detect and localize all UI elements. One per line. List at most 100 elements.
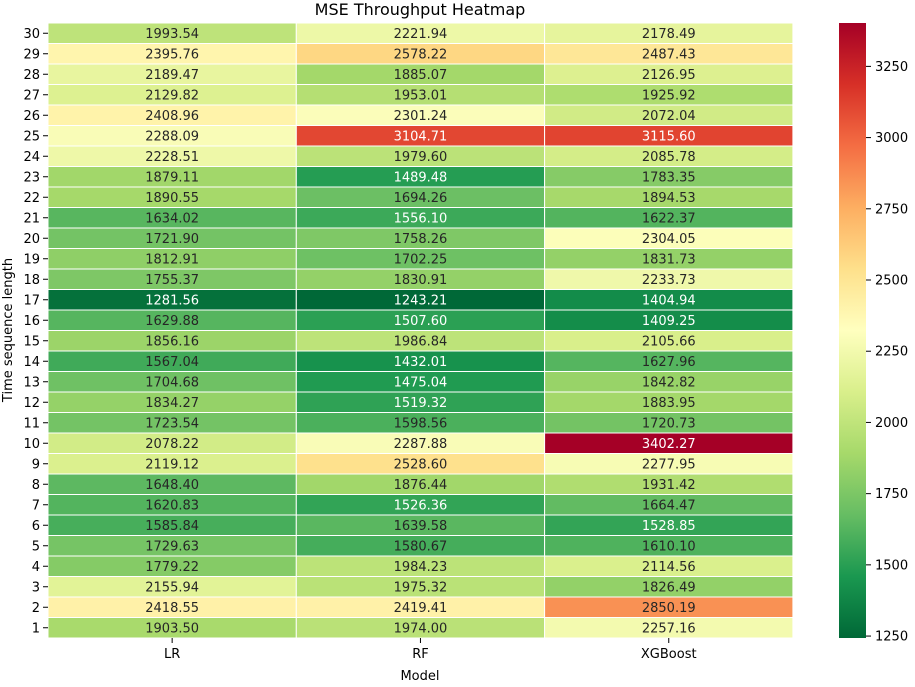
cell-value-label: 1629.88 — [145, 314, 199, 329]
y-tick-label: 13 — [23, 375, 40, 390]
cell-value-label: 1627.96 — [642, 355, 696, 370]
cell-value-label: 2155.94 — [145, 580, 199, 595]
cell-value-label: 1883.95 — [642, 396, 696, 411]
x-tick-label: LR — [164, 647, 180, 662]
cell-value-label: 1830.91 — [394, 273, 448, 288]
y-tick-label: 27 — [23, 88, 40, 103]
y-tick-label: 15 — [23, 334, 40, 349]
cell-value-label: 2189.47 — [145, 68, 199, 83]
cell-value-label: 2301.24 — [394, 109, 448, 124]
cell-value-label: 2418.55 — [145, 601, 199, 616]
cell-value-label: 1409.25 — [642, 314, 696, 329]
cell-value-label: 1856.16 — [145, 334, 199, 349]
cell-value-label: 1931.42 — [642, 478, 696, 493]
cell-value-label: 1779.22 — [145, 560, 199, 575]
cell-value-label: 2304.05 — [642, 232, 696, 247]
y-tick-label: 7 — [32, 498, 40, 513]
cell-value-label: 1755.37 — [145, 273, 199, 288]
cell-value-label: 1528.85 — [642, 519, 696, 534]
cell-value-label: 2221.94 — [394, 27, 448, 42]
cell-value-label: 2277.95 — [642, 457, 696, 472]
y-tick-label: 6 — [32, 519, 40, 534]
cell-value-label: 1979.60 — [394, 150, 448, 165]
cell-value-label: 2487.43 — [642, 47, 696, 62]
colorbar-ticks: 1250 1500 1750 2000 2250 2500 2750 3000 3250 — [866, 60, 908, 645]
cell-value-label: 3115.60 — [642, 129, 696, 144]
cell-value-label: 2408.96 — [145, 109, 199, 124]
cell-value-label: 1826.49 — [642, 580, 696, 595]
cell-value-label: 1281.56 — [145, 293, 199, 308]
cell-value-label: 1432.01 — [394, 355, 448, 370]
y-tick-label: 29 — [23, 47, 40, 62]
cell-value-label: 1567.04 — [145, 355, 199, 370]
y-tick-label: 11 — [23, 416, 40, 431]
y-tick-label: 3 — [32, 580, 40, 595]
cell-value-label: 2072.04 — [642, 109, 696, 124]
colorbar-tick-label: 1500 — [875, 558, 908, 573]
colorbar-tick-label: 3000 — [875, 131, 908, 146]
cell-value-label: 2119.12 — [145, 457, 199, 472]
cell-value-label: 1526.36 — [394, 498, 448, 513]
cell-value-label: 1720.73 — [642, 416, 696, 431]
cell-value-label: 1953.01 — [394, 88, 448, 103]
y-tick-label: 28 — [23, 68, 40, 83]
colorbar-tick-label: 2750 — [875, 202, 908, 217]
cell-value-label: 1974.00 — [394, 621, 448, 636]
cell-value-label: 1723.54 — [145, 416, 199, 431]
x-tick-label: RF — [412, 647, 429, 662]
cell-value-label: 1894.53 — [642, 191, 696, 206]
colorbar-tick-label: 2500 — [875, 274, 908, 289]
heatmap-cells — [47, 22, 794, 639]
cell-value-label: 1876.44 — [394, 478, 448, 493]
colorbar-tick-label: 2000 — [875, 416, 908, 431]
y-tick-label: 23 — [23, 170, 40, 185]
cell-value-label: 1634.02 — [145, 211, 199, 226]
cell-value-label: 2085.78 — [642, 150, 696, 165]
cell-value-label: 1598.56 — [394, 416, 448, 431]
cell-value-label: 2228.51 — [145, 150, 199, 165]
y-tick-label: 5 — [32, 539, 40, 554]
y-tick-label: 22 — [23, 191, 40, 206]
colorbar — [839, 23, 866, 638]
cell-value-label: 1694.26 — [394, 191, 448, 206]
y-tick-label: 4 — [32, 560, 40, 575]
cell-value-label: 1639.58 — [394, 519, 448, 534]
cell-value-label: 1885.07 — [394, 68, 448, 83]
chart-title: MSE Throughput Heatmap — [315, 0, 526, 19]
cell-value-label: 3104.71 — [394, 129, 448, 144]
cell-value-label: 1620.83 — [145, 498, 199, 513]
heatmap-cell-labels: 1993.54 2221.94 2178.49 2395.76 2578.22 2487.… — [145, 27, 695, 637]
cell-value-label: 1831.73 — [642, 252, 696, 267]
x-axis-label: Model — [400, 669, 439, 683]
colorbar-tick-label: 1250 — [875, 630, 908, 645]
x-tick-label: XGBoost — [641, 647, 697, 662]
cell-value-label: 2257.16 — [642, 621, 696, 636]
y-axis-ticks: 3029282726252423222120191817161514131211… — [23, 27, 48, 636]
y-tick-label: 25 — [23, 129, 40, 144]
cell-value-label: 1842.82 — [642, 375, 696, 390]
y-tick-label: 2 — [32, 601, 40, 616]
cell-value-label: 1585.84 — [145, 519, 199, 534]
cell-value-label: 1475.04 — [394, 375, 448, 390]
cell-value-label: 1925.92 — [642, 88, 696, 103]
cell-value-label: 2105.66 — [642, 334, 696, 349]
y-tick-label: 8 — [32, 478, 40, 493]
cell-value-label: 1993.54 — [145, 27, 199, 42]
y-tick-label: 30 — [23, 27, 40, 42]
cell-value-label: 3402.27 — [642, 437, 696, 452]
cell-value-label: 1556.10 — [394, 211, 448, 226]
cell-value-label: 1729.63 — [145, 539, 199, 554]
cell-value-label: 1610.10 — [642, 539, 696, 554]
cell-value-label: 1580.67 — [394, 539, 448, 554]
cell-value-label: 1404.94 — [642, 293, 696, 308]
cell-value-label: 2578.22 — [394, 47, 448, 62]
cell-value-label: 1702.25 — [394, 252, 448, 267]
cell-value-label: 1812.91 — [145, 252, 199, 267]
cell-value-label: 1758.26 — [394, 232, 448, 247]
y-axis-label: Time sequence length — [1, 258, 16, 403]
cell-value-label: 1648.40 — [145, 478, 199, 493]
cell-value-label: 1783.35 — [642, 170, 696, 185]
y-tick-label: 14 — [23, 355, 40, 370]
y-tick-label: 20 — [23, 232, 40, 247]
